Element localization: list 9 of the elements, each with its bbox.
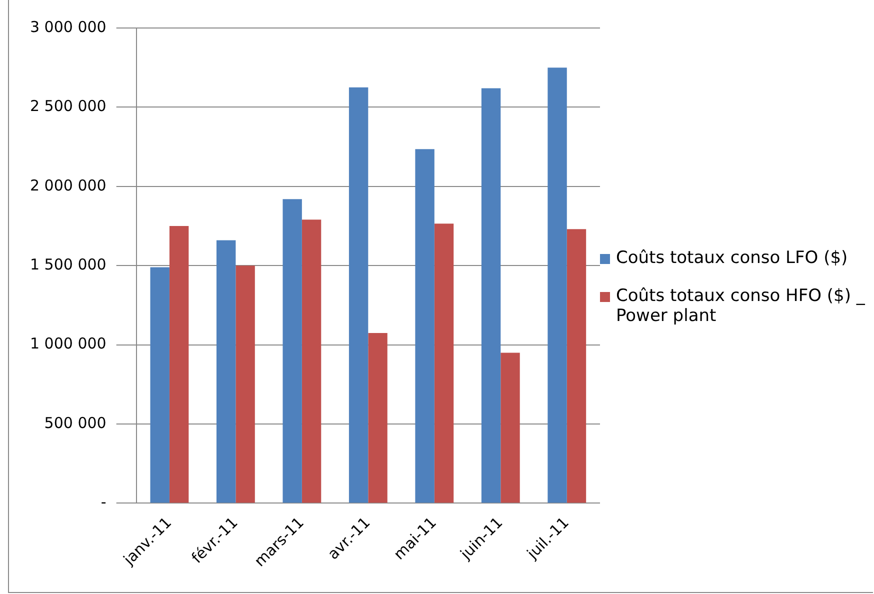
y-tick-label: 1 000 000 xyxy=(30,334,106,353)
legend-label: Coûts totaux conso LFO ($) xyxy=(616,248,848,268)
y-tick-label: - xyxy=(100,493,106,512)
y-tick-label: 3 000 000 xyxy=(30,18,106,36)
legend-label: Coûts totaux conso HFO ($) _ Power plant xyxy=(616,286,866,326)
y-tick-label: 1 500 000 xyxy=(30,256,106,274)
y-tick-label: 500 000 xyxy=(44,414,106,432)
y-tick-label: 2 500 000 xyxy=(30,97,106,116)
y-tick-label: 2 000 000 xyxy=(30,176,106,194)
